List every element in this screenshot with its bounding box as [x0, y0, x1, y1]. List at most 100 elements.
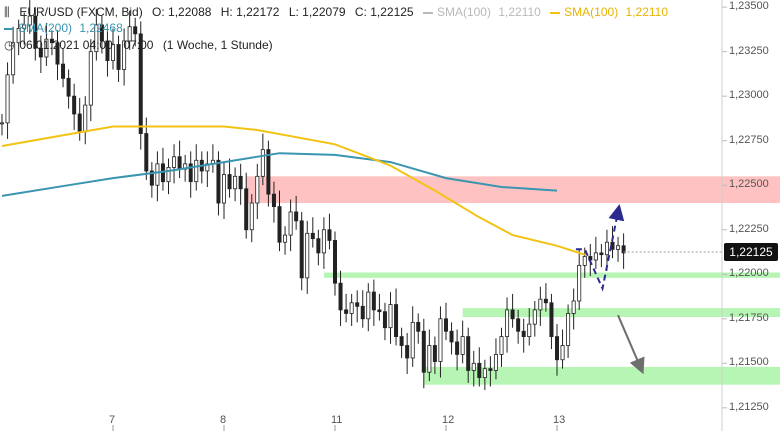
candle-body-24 — [133, 26, 138, 35]
candle-body-93 — [516, 318, 521, 332]
support-zone-1 — [323, 272, 780, 278]
candle-body-88 — [488, 368, 493, 371]
candle-body-23 — [127, 26, 132, 42]
candle-body-22 — [122, 40, 127, 70]
legend-sma100[interactable]: SMA(100) 1,22110 — [550, 5, 668, 19]
clock-icon: ◷ — [4, 38, 15, 52]
candle-body-98 — [543, 298, 548, 304]
candle-body-69 — [382, 311, 387, 329]
candle-body-95 — [527, 323, 532, 338]
candle-body-21 — [116, 44, 121, 70]
legend-sma200[interactable]: SMA(200) 1,22468 — [4, 21, 123, 35]
sma200-label: SMA(200) — [18, 21, 73, 35]
candle-body-100 — [555, 336, 560, 361]
y-tick-label: 1,21250 — [729, 400, 769, 413]
x-tick-label: 13 — [553, 414, 566, 426]
y-tick-label: 1,23250 — [729, 44, 769, 57]
bars-icon: ⫼ — [4, 5, 10, 19]
candle-body-96 — [532, 309, 537, 325]
candle-body-97 — [538, 298, 543, 311]
candle-body-50 — [277, 206, 282, 243]
candle-body-79 — [438, 318, 443, 362]
open-value: O: 1,22088 — [152, 5, 212, 19]
y-tick-label: 1,21750 — [729, 311, 769, 324]
candle-body-17 — [94, 24, 99, 53]
sma-gray-swatch — [422, 11, 433, 14]
candle-body-85 — [471, 362, 476, 371]
candle-body-92 — [510, 309, 515, 320]
candle-body-47 — [260, 149, 265, 177]
candle-body-35 — [194, 159, 199, 183]
candle-body-94 — [521, 330, 526, 338]
candle-body-83 — [460, 336, 465, 355]
candle-body-9 — [49, 38, 54, 44]
candle-body-112 — [621, 245, 626, 254]
sma200-swatch — [4, 27, 14, 30]
support-zone-3 — [423, 366, 780, 385]
candle-body-48 — [266, 149, 271, 195]
sma200-line — [1, 152, 558, 197]
projection-arrows-layer — [575, 204, 645, 375]
candle-body-28 — [155, 163, 160, 186]
candle-body-56 — [310, 232, 315, 240]
candle-body-99 — [549, 302, 554, 338]
low-value: L: 1,22079 — [288, 5, 346, 19]
candle-body-52 — [288, 211, 293, 236]
candle-body-109 — [604, 241, 609, 256]
sma-gray-label: SMA(100) — [436, 5, 491, 19]
y-tick-label: 1,22500 — [729, 178, 769, 191]
candles-layer — [0, 0, 626, 391]
projection-down-arrow — [617, 314, 645, 375]
current-price-badge: 1,22125 — [724, 243, 778, 261]
candle-body-49 — [271, 193, 276, 207]
candle-body-41 — [227, 174, 232, 190]
candle-body-30 — [166, 167, 171, 183]
candle-body-82 — [455, 341, 460, 355]
candle-body-67 — [371, 291, 376, 311]
candle-body-61 — [338, 282, 343, 311]
candle-body-78 — [432, 345, 437, 362]
legend-time-line: ◷ 06.01.2021 04:00 - 07:00 (1 Woche, 1 S… — [4, 38, 273, 52]
y-tick-label: 1,23000 — [729, 89, 769, 102]
candle-body-43 — [238, 175, 243, 190]
candle-body-40 — [221, 174, 226, 204]
candle-body-84 — [466, 336, 471, 371]
candle-body-26 — [144, 133, 149, 172]
sma100-label: SMA(100) — [564, 5, 619, 19]
legend-symbol-line: ⫼ EUR/USD (FXCM, Bid) O: 1,22088 H: 1,22… — [4, 5, 668, 20]
sma100-value: 1,22110 — [625, 5, 669, 19]
candle-body-11 — [61, 63, 66, 79]
candle-body-1 — [5, 74, 10, 124]
candle-body-103 — [571, 300, 576, 314]
candle-body-13 — [72, 95, 77, 115]
candle-body-111 — [616, 245, 621, 250]
legend-sma-gray[interactable]: SMA(100) 1,22110 — [422, 5, 544, 19]
time-range: 06.01.2021 04:00 - 07:00 — [19, 38, 154, 52]
zones-layer — [246, 176, 780, 385]
sma-gray-value: 1,22110 — [498, 5, 541, 19]
sma100-swatch — [550, 11, 561, 14]
candle-body-75 — [416, 321, 421, 332]
moving-averages-layer — [1, 125, 586, 256]
candle-body-2 — [11, 42, 16, 76]
candle-body-104 — [577, 264, 582, 302]
candle-body-8 — [44, 38, 49, 58]
candle-body-42 — [233, 175, 238, 190]
y-tick-label: 1,21500 — [729, 356, 769, 369]
candle-body-90 — [499, 336, 504, 355]
candle-body-89 — [493, 354, 498, 371]
candle-body-62 — [344, 309, 349, 314]
candle-body-77 — [427, 345, 432, 373]
candle-body-76 — [421, 330, 426, 373]
candle-body-58 — [321, 229, 326, 254]
candle-body-0 — [0, 122, 4, 125]
candle-body-60 — [332, 240, 337, 284]
candle-body-14 — [77, 113, 82, 133]
candle-body-57 — [316, 238, 321, 254]
candle-body-105 — [582, 256, 587, 266]
candle-body-7 — [38, 47, 43, 58]
candle-body-20 — [111, 44, 116, 61]
candle-body-70 — [388, 304, 393, 329]
candle-body-71 — [394, 304, 399, 338]
